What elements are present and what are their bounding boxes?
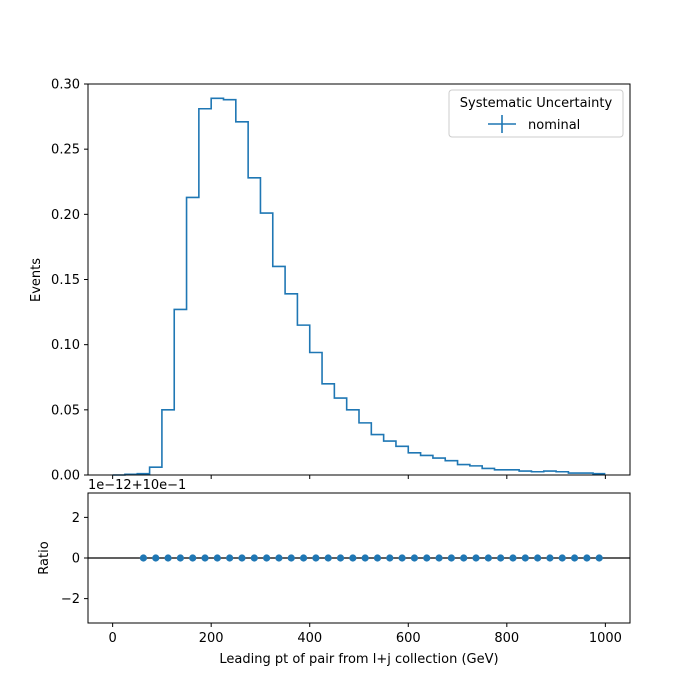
top-y-axis-label: Events — [29, 258, 44, 302]
bottom-x-tick-label: 0 — [108, 631, 116, 646]
ratio-point — [447, 554, 455, 562]
bottom-x-tick-label: 200 — [199, 631, 224, 646]
ratio-offset-text: 1e−12+10e−1 — [88, 478, 186, 493]
ratio-point — [324, 554, 332, 562]
bottom-y-axis-label: Ratio — [37, 541, 52, 574]
ratio-point — [201, 554, 209, 562]
top-x-ticks — [112, 475, 606, 479]
ratio-point — [312, 554, 320, 562]
legend-marker — [488, 115, 516, 133]
bottom-y-ticks: −2 0 2 — [61, 511, 88, 607]
ratio-point — [460, 554, 468, 562]
top-y-tick-label: 0.05 — [51, 403, 80, 418]
top-y-ticks: 0.00 0.05 0.10 0.15 0.20 0.25 0.30 — [51, 78, 88, 484]
ratio-point — [497, 554, 505, 562]
ratio-point — [226, 554, 234, 562]
ratio-point — [509, 554, 517, 562]
bottom-y-tick-label: 0 — [72, 552, 80, 567]
ratio-point — [583, 554, 591, 562]
ratio-point — [250, 554, 258, 562]
bottom-x-ticks: 0 200 400 600 800 1000 — [108, 623, 622, 646]
ratio-point — [472, 554, 480, 562]
ratio-point — [398, 554, 406, 562]
ratio-point — [299, 554, 308, 562]
ratio-point — [373, 554, 382, 562]
ratio-point — [336, 554, 345, 562]
ratio-point — [423, 554, 431, 562]
bottom-panel: −2 0 2 0 200 400 600 800 1000 1e−12+10e−1 Ratio… — [37, 478, 631, 667]
ratio-point — [263, 554, 271, 562]
bottom-x-tick-label: 800 — [494, 631, 519, 646]
top-y-tick-label: 0.15 — [51, 273, 80, 288]
top-y-tick-label: 0.00 — [51, 469, 80, 484]
ratio-point — [361, 554, 369, 562]
ratio-point — [189, 554, 197, 562]
ratio-points — [139, 554, 603, 562]
ratio-point — [152, 554, 160, 562]
bottom-y-tick-label: 2 — [72, 511, 80, 526]
top-y-tick-label: 0.30 — [51, 78, 80, 93]
ratio-point — [595, 554, 603, 562]
bottom-plot-frame — [87, 492, 631, 624]
ratio-point — [435, 554, 443, 562]
ratio-point — [176, 554, 184, 562]
ratio-point — [213, 554, 221, 562]
ratio-point — [570, 554, 579, 562]
ratio-point — [287, 554, 295, 562]
ratio-point — [238, 554, 246, 562]
ratio-point — [164, 554, 172, 562]
top-y-tick-label: 0.20 — [51, 208, 80, 223]
ratio-point — [546, 554, 554, 562]
legend-box — [448, 89, 624, 138]
top-panel: 0.00 0.05 0.10 0.15 0.20 0.25 0.30 Events Syst… — [29, 78, 631, 484]
x-axis-label: Leading pt of pair from l+j collection (… — [219, 652, 498, 667]
legend-title: Systematic Uncertainty — [460, 96, 613, 111]
top-plot-frame — [87, 83, 631, 476]
ratio-point — [534, 554, 542, 562]
histogram-step-nominal — [112, 97, 606, 476]
ratio-point — [410, 554, 419, 562]
bottom-x-tick-label: 600 — [396, 631, 421, 646]
ratio-point — [558, 554, 566, 562]
legend: Systematic Uncertainty nominal — [448, 89, 624, 138]
ratio-point — [139, 554, 148, 562]
ratio-point — [484, 554, 492, 562]
legend-entry-nominal: nominal — [528, 118, 580, 133]
ratio-point — [386, 554, 394, 562]
bottom-x-tick-label: 400 — [297, 631, 322, 646]
ratio-point — [349, 554, 357, 562]
top-y-tick-label: 0.25 — [51, 143, 80, 158]
top-y-tick-label: 0.10 — [51, 338, 80, 353]
ratio-point — [521, 554, 529, 562]
ratio-point — [275, 554, 283, 562]
bottom-y-tick-label: −2 — [61, 592, 80, 607]
bottom-x-tick-label: 1000 — [589, 631, 622, 646]
